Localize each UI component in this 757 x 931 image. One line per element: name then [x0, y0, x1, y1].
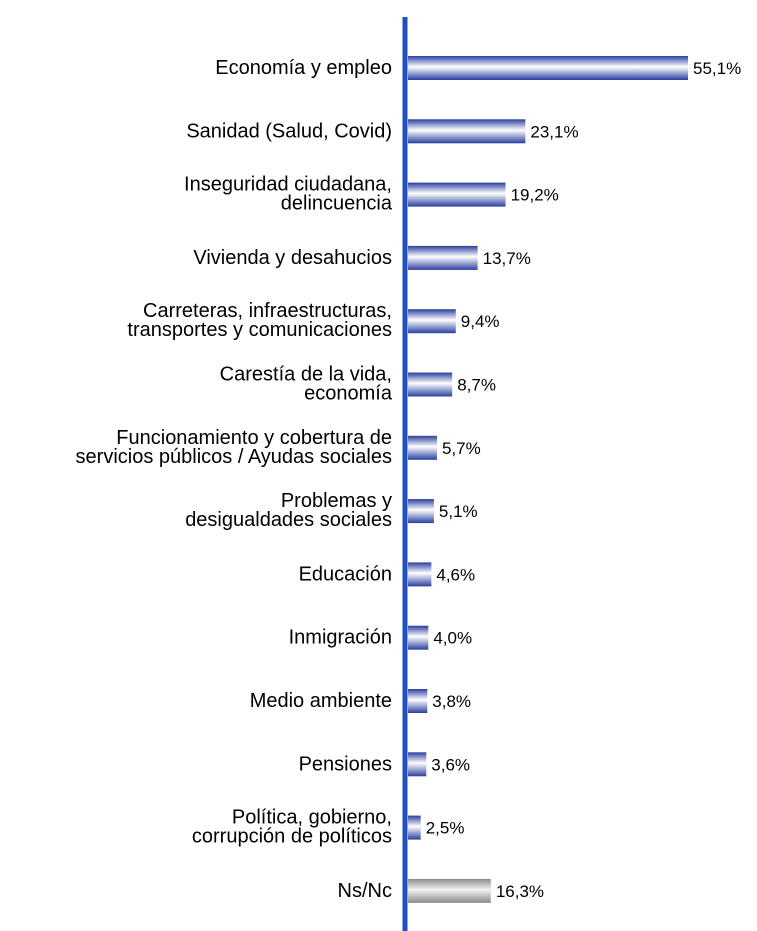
bar-8	[408, 562, 432, 587]
category-label-7: Problemas y desigualdades sociales	[185, 490, 392, 531]
value-label-0: 55,1%	[693, 59, 741, 78]
category-label-12: Política, gobierno, corrupción de polític…	[192, 807, 392, 848]
value-label-6: 5,7%	[442, 439, 481, 458]
value-label-8: 4,6%	[436, 565, 475, 584]
category-label-13: Ns/Nc	[338, 880, 392, 902]
value-label-1: 23,1%	[530, 122, 578, 141]
bar-10	[408, 689, 428, 713]
category-label-1: Sanidad (Salud, Covid)	[186, 120, 392, 142]
value-label-5: 8,7%	[457, 376, 496, 395]
value-label-12: 2,5%	[426, 819, 465, 838]
bar-3	[408, 245, 478, 270]
bar-2	[408, 182, 506, 207]
bar-7	[408, 499, 434, 524]
bar-6	[408, 435, 437, 460]
value-label-3: 13,7%	[483, 249, 531, 268]
bars	[408, 56, 688, 903]
value-label-7: 5,1%	[439, 502, 478, 521]
category-label-0: Economía y empleo	[215, 57, 392, 79]
value-label-9: 4,0%	[433, 629, 472, 648]
category-labels: Economía y empleo Sanidad (Salud, Covid) I…	[76, 57, 393, 902]
category-label-10: Medio ambiente	[250, 690, 392, 712]
category-label-11: Pensiones	[299, 753, 392, 775]
value-labels: 55,1% 23,1% 19,2% 13,7% 9,4% 8,7% 5,7% 5,1% 4,6%…	[426, 59, 741, 901]
value-label-2: 19,2%	[511, 186, 559, 205]
category-label-4: Carreteras, infraestructuras, transportes…	[127, 300, 392, 341]
category-label-8: Educación	[299, 563, 392, 585]
bar-13	[408, 878, 491, 903]
bar-11	[408, 752, 427, 777]
category-label-5: Carestía de la vida, economía	[220, 364, 393, 405]
bar-9	[408, 625, 429, 650]
category-label-2: Inseguridad ciudadana, delincuencia	[184, 174, 393, 215]
value-label-4: 9,4%	[461, 312, 500, 331]
bar-4	[408, 309, 456, 334]
value-label-10: 3,8%	[432, 692, 471, 711]
bar-0	[408, 56, 688, 80]
value-label-11: 3,6%	[431, 755, 470, 774]
value-label-13: 16,3%	[496, 882, 544, 901]
bar-12	[408, 815, 421, 840]
bar-1	[408, 119, 526, 144]
category-label-6: Funcionamiento y cobertura de servicios p…	[76, 427, 392, 468]
bar-5	[408, 372, 453, 397]
category-label-9: Inmigración	[289, 627, 392, 649]
category-label-3: Vivienda y desahucios	[193, 247, 392, 269]
